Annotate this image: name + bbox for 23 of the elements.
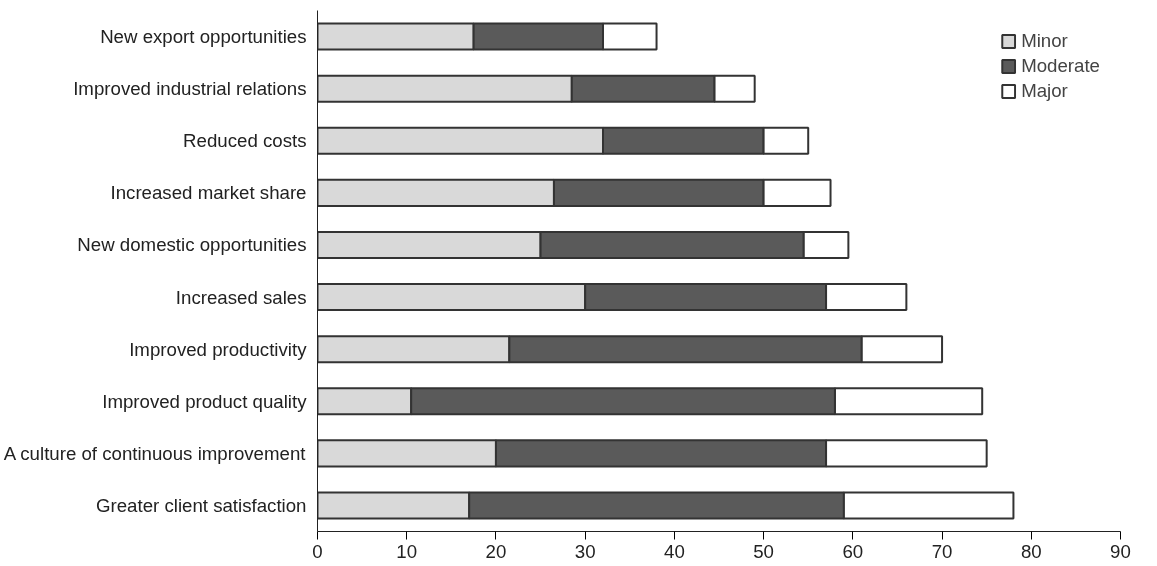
y-tick-label: Improved industrial relations [73, 78, 307, 100]
x-tick-label: 40 [664, 540, 685, 562]
y-tick-label: New domestic opportunities [77, 234, 307, 256]
y-tick-label: Increased sales [175, 286, 307, 308]
y-tick-label: Reduced costs [183, 130, 307, 152]
legend-label: Moderate [1021, 55, 1100, 77]
x-tick-label: 20 [485, 540, 507, 562]
y-tick-label: A culture of continuous improvement [3, 442, 307, 464]
legend-label: Minor [1021, 30, 1068, 52]
y-tick-label: Greater client satisfaction [96, 494, 307, 516]
x-tick-label: 30 [574, 540, 596, 562]
x-tick-label: 10 [396, 540, 418, 562]
y-tick-label: Improved productivity [129, 338, 308, 360]
x-tick-label: 60 [842, 540, 864, 562]
x-tick-label: 90 [1110, 540, 1131, 562]
x-tick-label: 50 [753, 540, 774, 562]
legend-label: Major [1021, 80, 1068, 102]
y-tick-label: Increased market share [110, 182, 307, 204]
x-tick-label: 70 [931, 540, 953, 562]
x-tick-label: 80 [1020, 540, 1042, 562]
x-tick-label: 0 [312, 540, 323, 562]
y-tick-label: Improved product quality [102, 390, 308, 412]
y-tick-label: New export opportunities [100, 26, 307, 48]
